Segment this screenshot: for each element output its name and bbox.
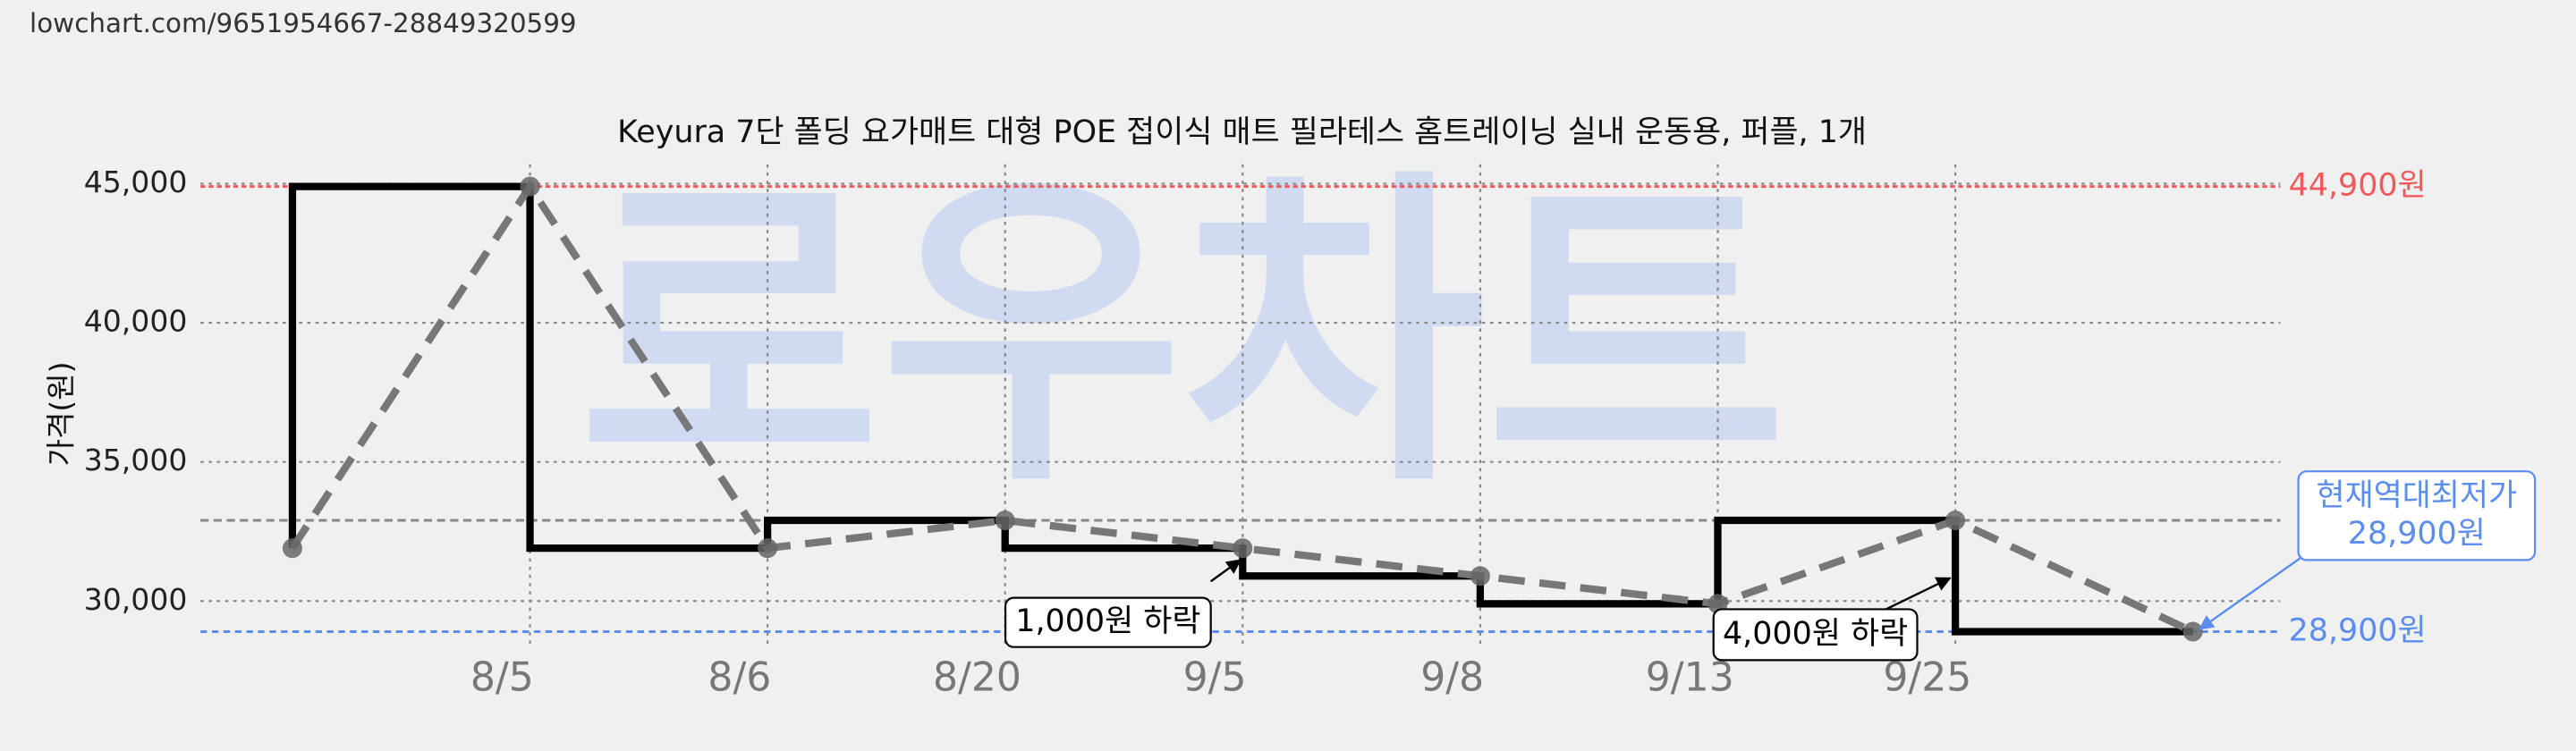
data-point: [1945, 511, 1966, 531]
annotation-arrow: [1885, 577, 1952, 611]
y-tick-label: 30,000: [84, 582, 188, 617]
watermark: 로우차트: [579, 143, 1788, 526]
y-tick-label: 40,000: [84, 304, 188, 339]
annotation-arrow: [1209, 559, 1242, 583]
url-text: lowchart.com/9651954667-28849320599: [30, 8, 577, 38]
x-tick-label: 9/25: [1883, 654, 1971, 700]
y-axis-label: 가격(원): [43, 361, 78, 466]
annotation-arrow: [2199, 557, 2301, 630]
annotation-box: [1712, 608, 1919, 662]
x-tick-label: 9/8: [1420, 654, 1484, 700]
max-line-label: 44,900원: [2289, 168, 2427, 204]
min-line-label: 28,900원: [2289, 613, 2427, 649]
annotation-box: [1004, 596, 1212, 648]
annotation-box: [2297, 470, 2537, 561]
x-tick-label: 8/20: [933, 654, 1021, 700]
x-tick-label: 9/5: [1183, 654, 1247, 700]
data-point: [1233, 538, 1253, 559]
annotation-text: 현재역대최저가: [2317, 478, 2518, 514]
data-point: [2182, 621, 2203, 642]
x-tick-label: 9/13: [1646, 654, 1734, 700]
y-tick-label: 35,000: [84, 443, 188, 477]
annotation-text: 4,000원 하락: [1723, 616, 1908, 652]
chart-title: Keyura 7단 폴딩 요가매트 대형 POE 접이식 매트 필라테스 홈트레…: [617, 114, 1867, 150]
annotation-text: 1,000원 하락: [1015, 603, 1200, 639]
x-tick-label: 8/6: [708, 654, 771, 700]
data-point: [1470, 566, 1490, 586]
data-point: [282, 538, 302, 559]
data-point: [520, 176, 540, 197]
annotation-text: 28,900원: [2348, 516, 2486, 552]
data-point: [995, 511, 1015, 531]
x-tick-label: 8/5: [470, 654, 534, 700]
price-line: [289, 180, 2195, 636]
y-tick-label: 45,000: [84, 165, 188, 199]
data-point: [758, 538, 778, 559]
